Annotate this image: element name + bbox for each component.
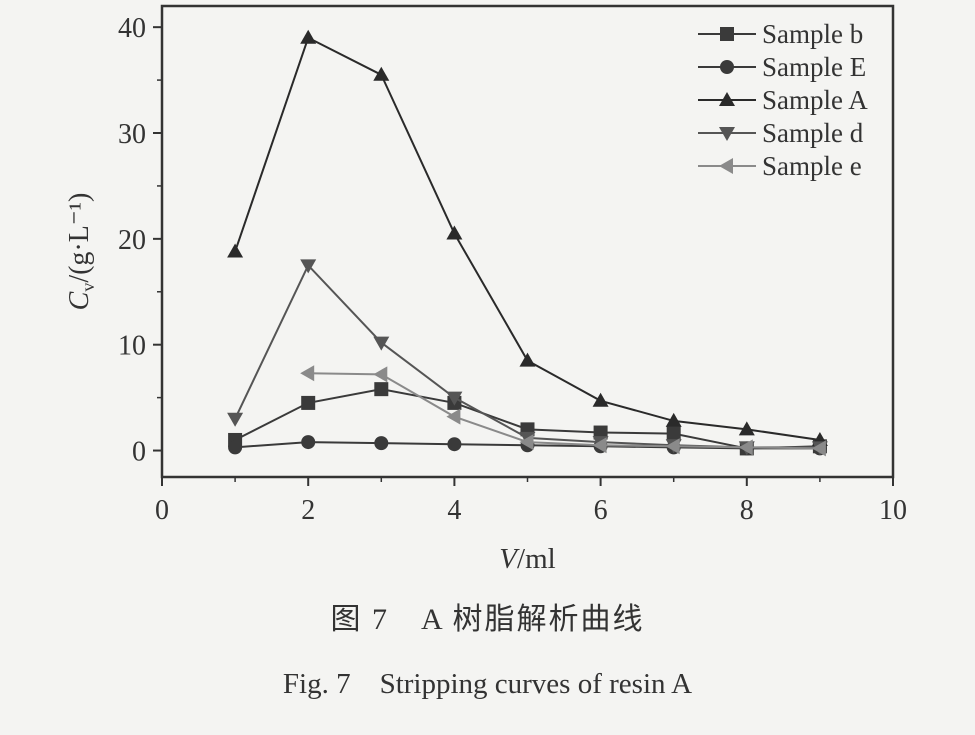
legend-label: Sample A xyxy=(762,85,868,115)
legend-marker xyxy=(719,158,733,174)
series-line xyxy=(308,372,820,450)
data-point xyxy=(811,440,826,457)
data-point xyxy=(446,225,463,240)
data-point xyxy=(301,435,316,450)
data-point xyxy=(665,412,682,427)
data-point xyxy=(300,29,317,44)
data-point xyxy=(519,352,536,367)
x-tick-label: 0 xyxy=(155,495,169,526)
data-point xyxy=(446,391,463,406)
x-tick-label: 4 xyxy=(447,495,461,526)
data-point xyxy=(665,438,680,455)
data-point xyxy=(227,412,244,427)
axes: 0 2 4 6 8 10 0 10 20 30 40 V/ml Cv/(g·L⁻¹) xyxy=(64,13,907,575)
series-layer xyxy=(227,29,828,457)
legend-marker xyxy=(719,92,735,106)
y-tick-label: 0 xyxy=(132,437,146,468)
legend-marker xyxy=(719,127,735,141)
x-axis-label: V/ml xyxy=(499,543,555,575)
data-point xyxy=(738,439,753,456)
data-point xyxy=(300,259,317,274)
data-point xyxy=(593,425,608,440)
x-tick-label: 10 xyxy=(879,495,907,526)
data-point xyxy=(228,440,243,455)
data-point xyxy=(374,436,389,451)
data-point xyxy=(738,421,755,436)
data-point xyxy=(373,66,390,81)
series-line xyxy=(234,36,821,441)
data-point xyxy=(300,365,315,382)
legend-label: Sample e xyxy=(762,151,862,181)
legend-item: Sample E xyxy=(698,52,866,82)
data-point xyxy=(592,437,607,454)
y-tick-label: 30 xyxy=(118,119,146,150)
y-tick-label: 40 xyxy=(118,13,146,44)
series-sample-e xyxy=(300,365,826,457)
legend-label: Sample b xyxy=(762,19,863,49)
y-axis-label: Cv/(g·L⁻¹) xyxy=(64,193,98,311)
data-point xyxy=(666,426,681,441)
figure-caption-chinese: 图 7 A 树脂解析曲线 xyxy=(330,603,645,636)
legend-label: Sample d xyxy=(762,118,864,148)
legend-label: Sample E xyxy=(762,52,866,82)
legend-item: Sample d xyxy=(698,118,864,148)
series-sample-a xyxy=(227,29,828,446)
data-point xyxy=(374,382,389,397)
legend-item: Sample e xyxy=(698,151,862,181)
data-point xyxy=(227,243,244,258)
legend-marker xyxy=(720,27,734,41)
data-point xyxy=(373,366,388,383)
legend-item: Sample A xyxy=(698,85,868,115)
x-tick-label: 2 xyxy=(301,495,315,526)
x-tick-label: 6 xyxy=(594,495,608,526)
legend-marker xyxy=(720,60,734,74)
y-tick-label: 20 xyxy=(118,225,146,256)
data-point xyxy=(519,434,534,451)
data-point xyxy=(301,395,316,410)
data-point xyxy=(373,336,390,351)
figure-caption-english: Fig. 7 Stripping curves of resin A xyxy=(282,668,693,700)
data-point xyxy=(447,437,462,452)
x-tick-label: 8 xyxy=(740,495,754,526)
data-point xyxy=(446,408,461,425)
data-point xyxy=(592,392,609,407)
y-tick-label: 10 xyxy=(118,331,146,362)
legend-item: Sample b xyxy=(698,19,863,49)
